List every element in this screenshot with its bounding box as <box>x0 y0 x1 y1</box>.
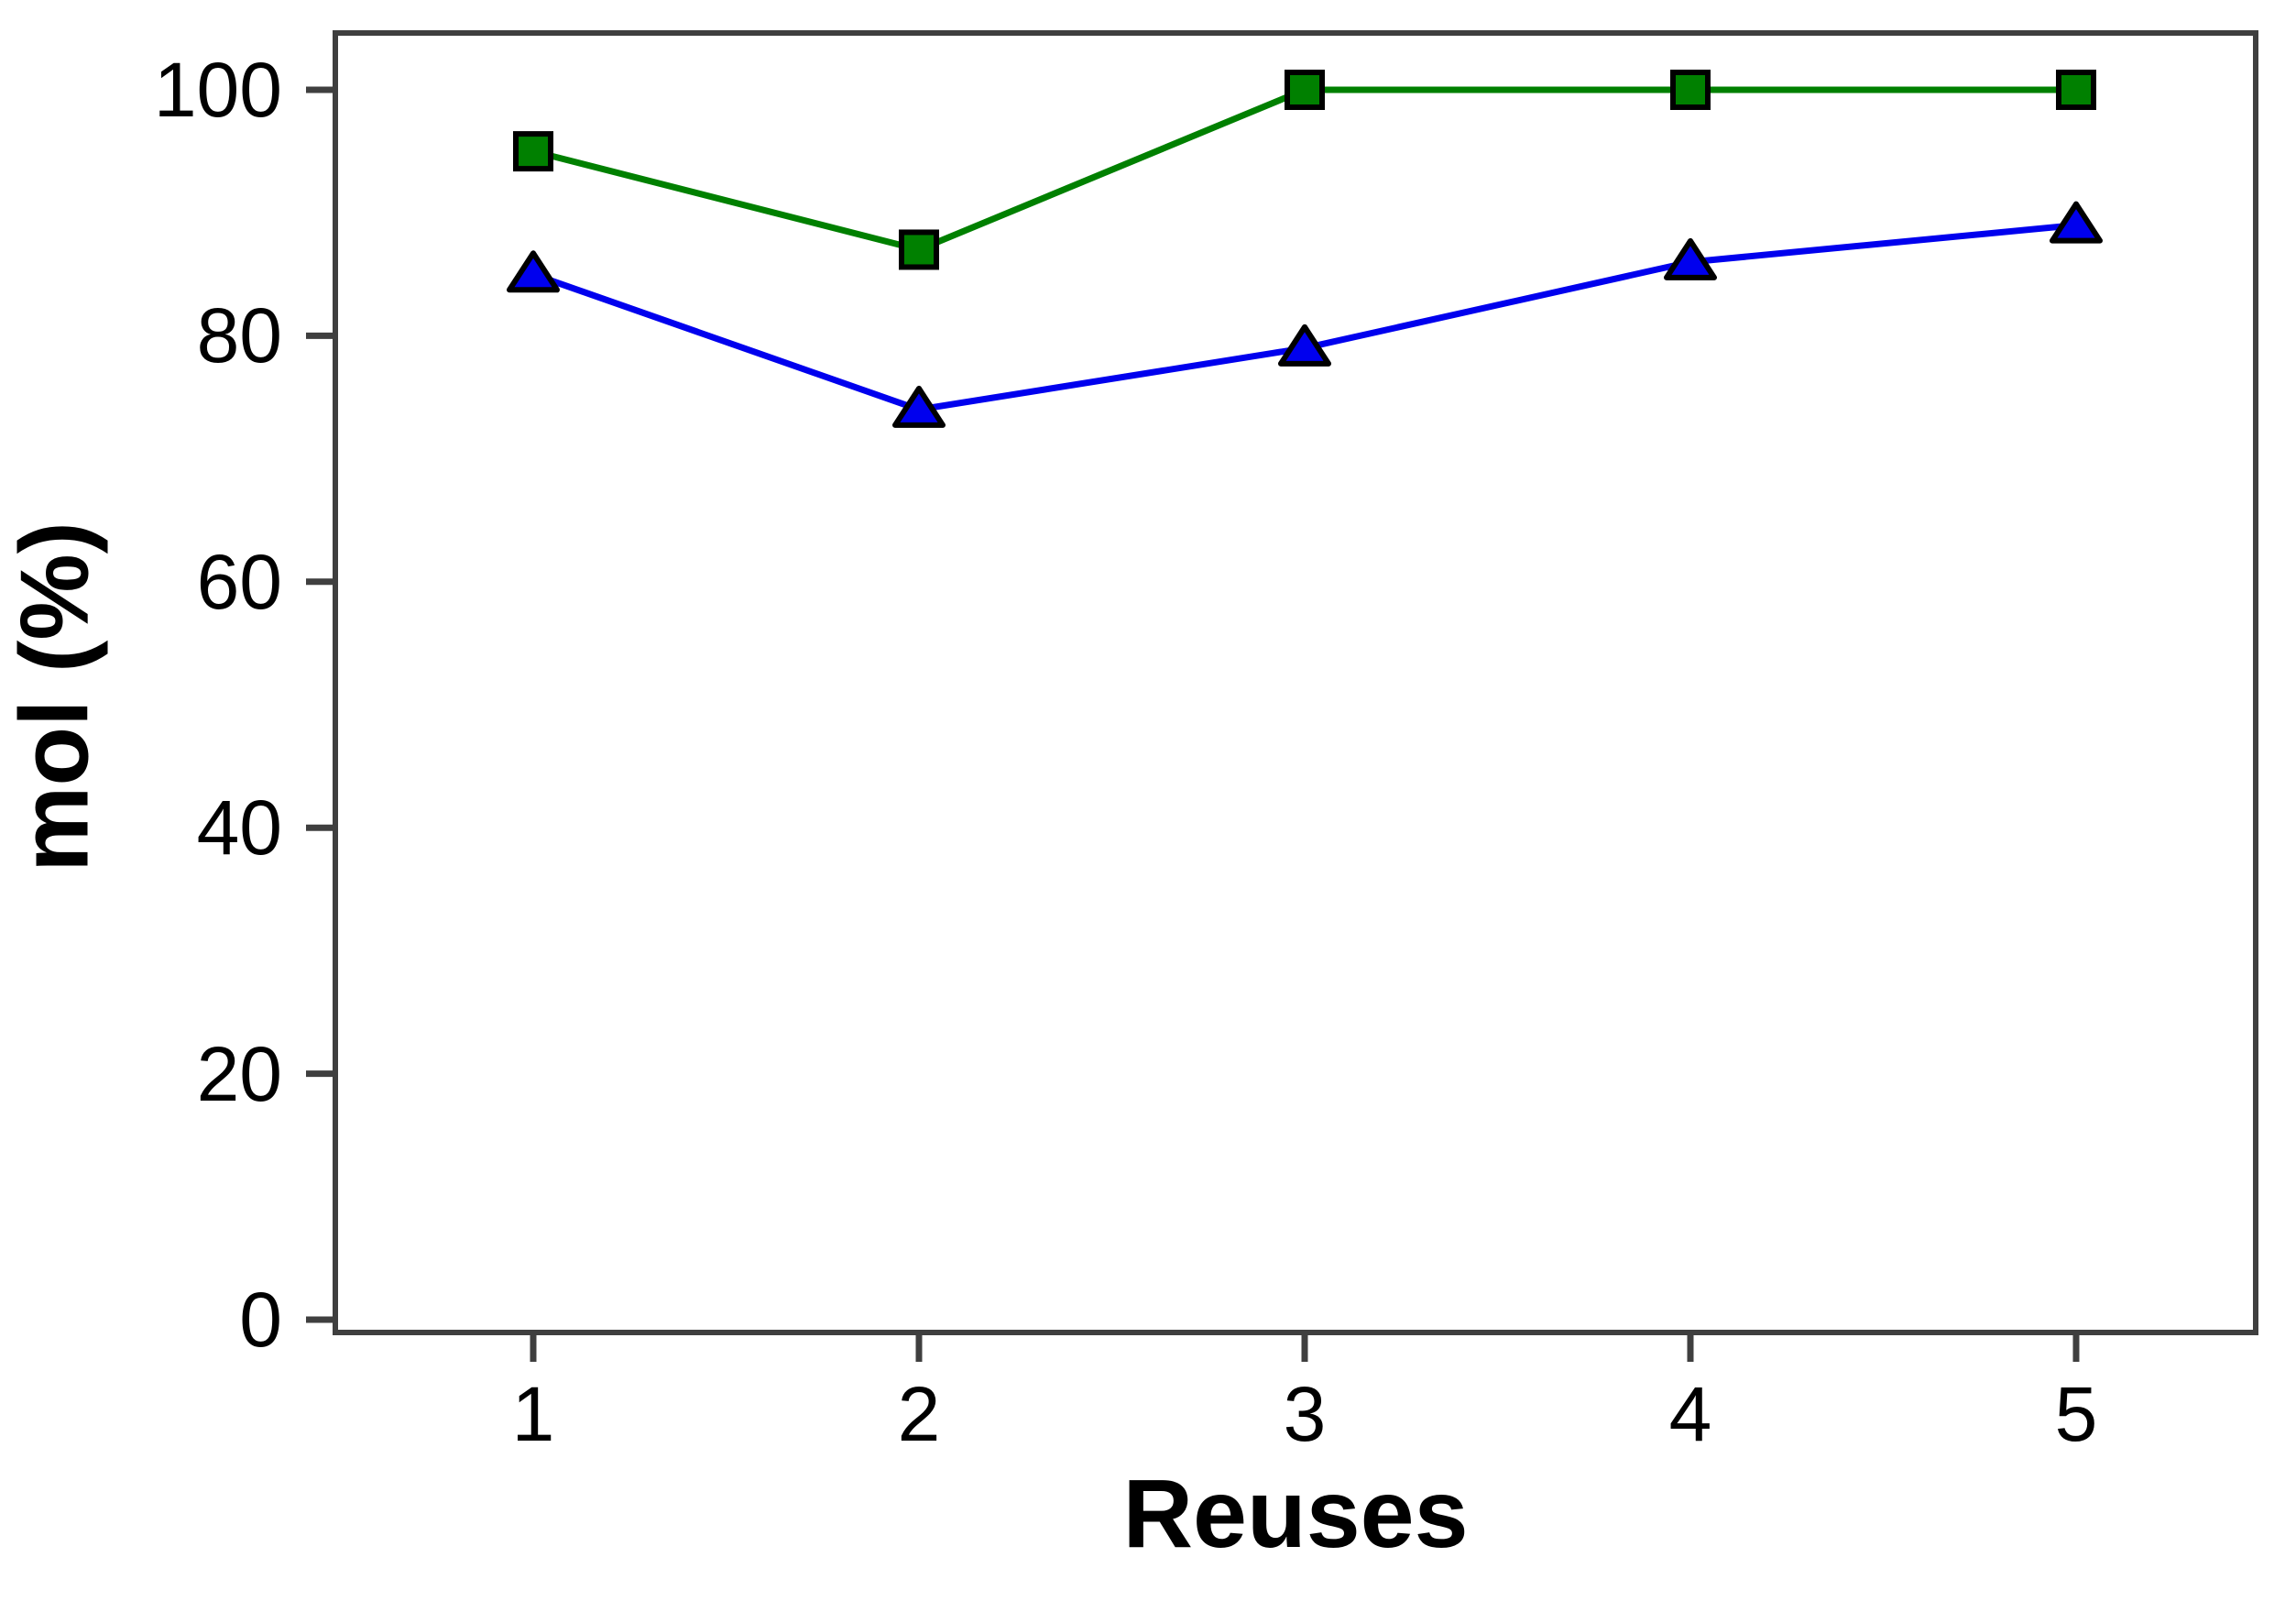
x-tick-label: 1 <box>511 1371 555 1457</box>
x-axis-title: Reuses <box>1122 1460 1469 1568</box>
green-squares-marker <box>513 131 553 172</box>
green-squares-marker <box>899 229 939 270</box>
green-squares-marker <box>2056 70 2096 110</box>
blue-triangles-marker <box>507 250 560 293</box>
blue-triangles-marker <box>1278 323 1331 367</box>
y-tick-label: 100 <box>153 47 282 133</box>
green-squares-line <box>530 86 2080 253</box>
green-squares-marker <box>1285 70 1325 110</box>
y-tick-label: 80 <box>196 292 282 379</box>
green-squares-marker <box>1670 70 1711 110</box>
blue-triangles-line <box>530 222 2080 413</box>
x-tick-label: 2 <box>897 1371 941 1457</box>
y-tick-label: 0 <box>239 1277 282 1363</box>
y-axis-title: mol (%) <box>0 521 109 872</box>
x-tick-label: 4 <box>1668 1371 1712 1457</box>
y-tick-label: 20 <box>196 1030 282 1117</box>
y-tick-label: 60 <box>196 538 282 625</box>
blue-triangles-marker <box>2050 201 2103 244</box>
blue-triangles-marker <box>892 385 946 428</box>
x-tick-label: 5 <box>2054 1371 2098 1457</box>
plot-frame <box>333 30 2258 1335</box>
x-tick-label: 3 <box>1283 1371 1327 1457</box>
y-tick-label: 40 <box>196 784 282 872</box>
blue-triangles-marker <box>1664 237 1717 280</box>
